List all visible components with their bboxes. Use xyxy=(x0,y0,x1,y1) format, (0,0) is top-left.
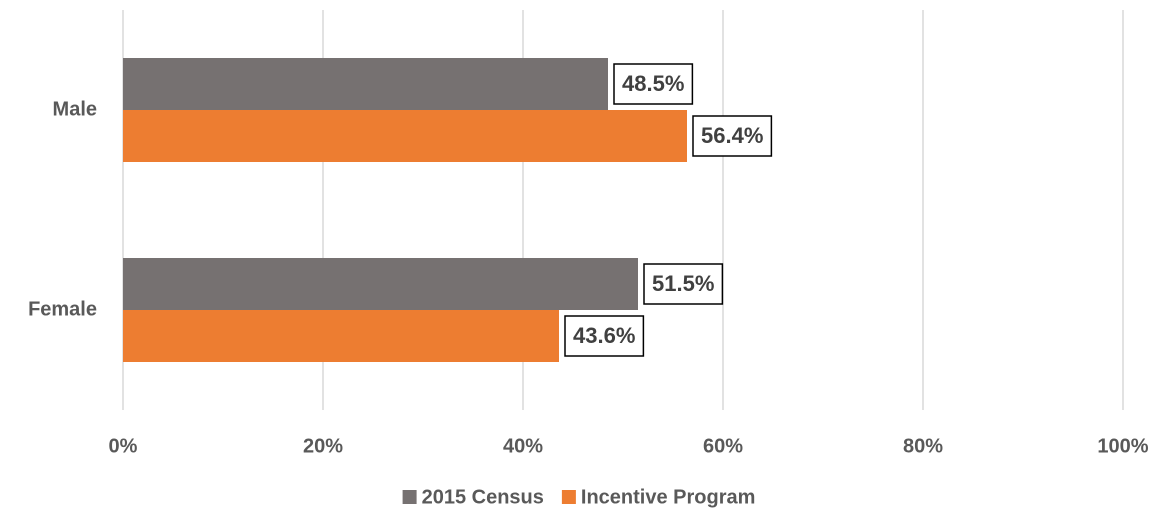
x-tick-label: 0% xyxy=(109,435,138,457)
x-tick-label: 60% xyxy=(703,435,743,457)
data-label-box xyxy=(692,115,773,157)
bar xyxy=(123,258,638,310)
legend-label: Incentive Program xyxy=(581,486,756,508)
data-label: 48.5% xyxy=(622,71,684,96)
legend-label: 2015 Census xyxy=(422,486,544,508)
legend-swatch xyxy=(402,490,417,504)
data-label-box xyxy=(564,315,645,357)
data-label: 43.6% xyxy=(573,323,635,348)
data-label-box xyxy=(643,263,724,305)
bar xyxy=(123,58,608,110)
data-label: 51.5% xyxy=(652,271,714,296)
category-label: Female xyxy=(28,298,97,320)
x-tick-label: 40% xyxy=(503,435,543,457)
x-tick-label: 20% xyxy=(303,435,343,457)
data-label: 56.4% xyxy=(701,123,763,148)
bar xyxy=(123,310,559,362)
legend-swatch xyxy=(561,490,576,504)
bar xyxy=(123,110,687,162)
category-label: Male xyxy=(53,98,97,120)
data-label-box xyxy=(613,63,694,105)
x-tick-label: 100% xyxy=(1097,435,1148,457)
x-tick-label: 80% xyxy=(903,435,943,457)
